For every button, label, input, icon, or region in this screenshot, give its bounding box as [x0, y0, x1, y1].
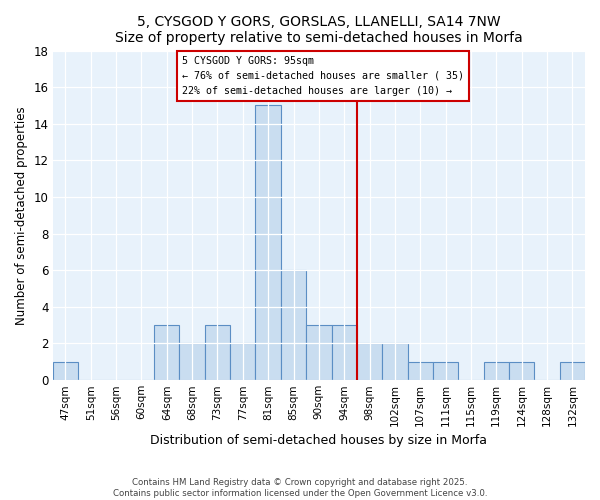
Bar [357, 344, 382, 380]
Bar [407, 362, 433, 380]
Bar [53, 362, 78, 380]
Text: 5 CYSGOD Y GORS: 95sqm
← 76% of semi-detached houses are smaller ( 35)
22% of se: 5 CYSGOD Y GORS: 95sqm ← 76% of semi-det… [182, 56, 464, 96]
Y-axis label: Number of semi-detached properties: Number of semi-detached properties [15, 106, 28, 324]
Bar [509, 362, 535, 380]
Bar [256, 106, 281, 380]
Bar [484, 362, 509, 380]
Title: 5, CYSGOD Y GORS, GORSLAS, LLANELLI, SA14 7NW
Size of property relative to semi-: 5, CYSGOD Y GORS, GORSLAS, LLANELLI, SA1… [115, 15, 523, 45]
X-axis label: Distribution of semi-detached houses by size in Morfa: Distribution of semi-detached houses by … [151, 434, 487, 448]
Bar [281, 270, 306, 380]
Bar [205, 325, 230, 380]
Bar [332, 325, 357, 380]
Bar [560, 362, 585, 380]
Bar [179, 344, 205, 380]
Bar [433, 362, 458, 380]
Bar [382, 344, 407, 380]
Bar [306, 325, 332, 380]
Text: Contains HM Land Registry data © Crown copyright and database right 2025.
Contai: Contains HM Land Registry data © Crown c… [113, 478, 487, 498]
Bar [230, 344, 256, 380]
Bar [154, 325, 179, 380]
